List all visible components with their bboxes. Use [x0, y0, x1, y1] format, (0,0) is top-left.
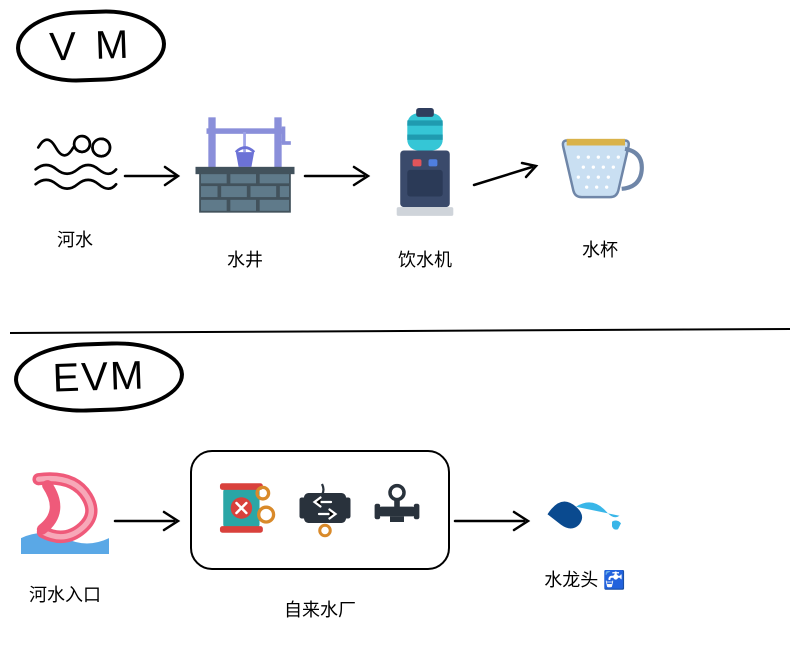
node-dispenser: 饮水机	[380, 110, 470, 272]
water-well-icon	[190, 110, 300, 220]
water-slide-icon	[20, 465, 110, 555]
arrow-icon	[110, 506, 190, 536]
arrow-icon	[450, 506, 540, 536]
river-waves-icon	[30, 130, 120, 200]
caption-dispenser: 饮水机	[398, 246, 452, 272]
caption-factory: 自来水厂	[284, 596, 356, 622]
caption-cup: 水杯	[582, 236, 618, 262]
node-well: 水井	[190, 110, 300, 272]
evm-flow-row: 河水入口	[0, 450, 800, 622]
caption-inlet: 河水入口	[29, 581, 101, 607]
faucet-valve-icon	[369, 480, 425, 541]
node-river: 河水	[30, 130, 120, 252]
vm-badge: V M	[15, 7, 167, 84]
evm-badge: EVM	[13, 339, 185, 415]
water-factory-icon	[190, 450, 450, 570]
arrow-icon	[120, 161, 190, 191]
node-tap: 水龙头 🚰	[540, 480, 630, 592]
tea-cup-icon	[550, 120, 650, 210]
node-factory: 自来水厂	[190, 450, 450, 622]
node-inlet: 河水入口	[20, 465, 110, 607]
arrow-icon	[300, 161, 380, 191]
vm-flow-row: 河水	[0, 110, 800, 272]
section-divider	[10, 328, 790, 334]
pipe-pump-icon	[215, 475, 281, 546]
caption-well: 水井	[227, 246, 263, 272]
vm-badge-text: V M	[49, 22, 134, 70]
evm-badge-text: EVM	[52, 353, 146, 401]
caption-tap: 水龙头 🚰	[544, 566, 625, 592]
evm-section: EVM 河水入口	[0, 340, 800, 640]
node-cup: 水杯	[550, 120, 650, 262]
pipe-valve-icon	[295, 478, 355, 543]
water-wave-logo-icon	[540, 480, 630, 540]
vm-section: V M 河水	[0, 0, 800, 320]
arrow-icon	[470, 159, 550, 193]
caption-river: 河水	[57, 226, 93, 252]
water-dispenser-icon	[380, 110, 470, 220]
